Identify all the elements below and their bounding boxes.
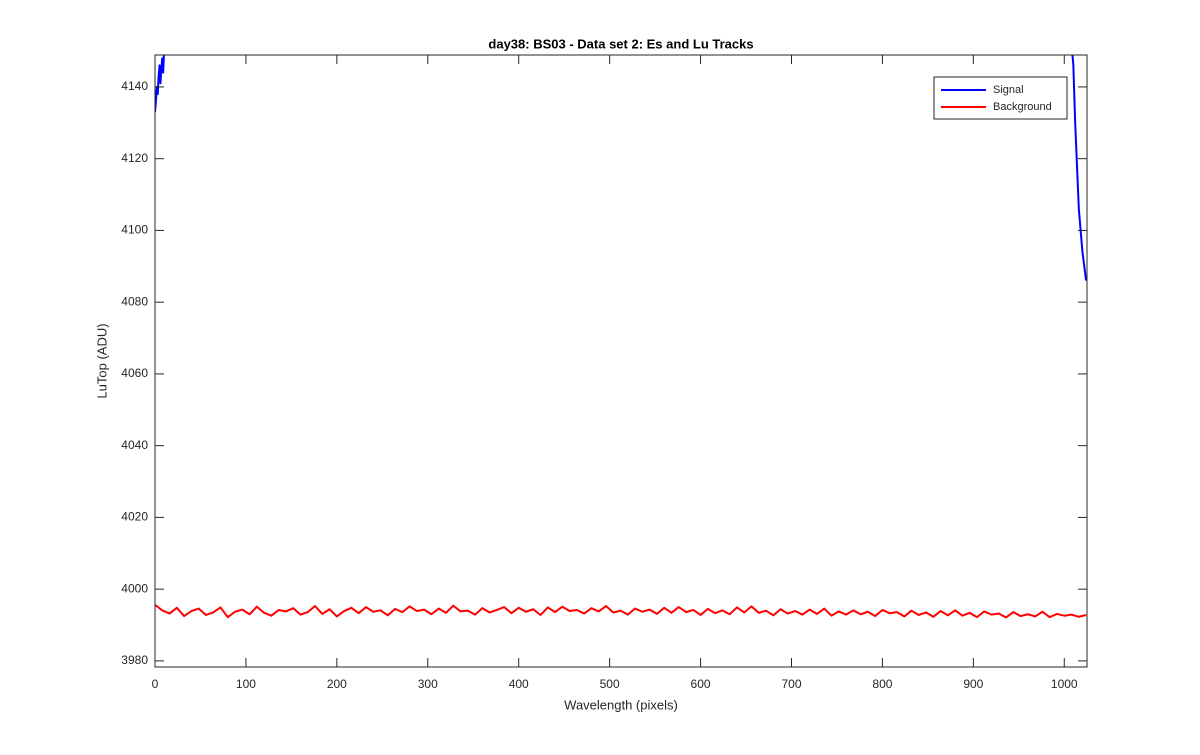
y-tick-label: 3980 bbox=[121, 653, 148, 667]
y-tick-label: 4100 bbox=[121, 223, 148, 237]
x-axis-label: Wavelength (pixels) bbox=[564, 697, 678, 712]
legend-box bbox=[933, 76, 1068, 120]
plot-area bbox=[155, 55, 1087, 667]
axes-box bbox=[154, 54, 1088, 668]
legend-label: Background bbox=[993, 101, 1052, 113]
x-tick-label: 1000 bbox=[1051, 677, 1078, 691]
x-tick-label: 600 bbox=[691, 677, 711, 691]
y-tick-label: 4080 bbox=[121, 294, 148, 308]
legend-label: Signal bbox=[993, 84, 1024, 96]
series-line bbox=[155, 55, 1087, 281]
y-tick-label: 4040 bbox=[121, 438, 148, 452]
series-line bbox=[155, 604, 1087, 619]
x-tick-label: 0 bbox=[152, 677, 159, 691]
lines bbox=[155, 55, 1087, 619]
x-tick-label: 400 bbox=[509, 677, 529, 691]
y-tick-label: 4020 bbox=[121, 510, 148, 524]
x-tick-label: 800 bbox=[872, 677, 892, 691]
y-tick-label: 4140 bbox=[121, 79, 148, 93]
y-tick-label: 4000 bbox=[121, 581, 148, 595]
x-tick-label: 300 bbox=[418, 677, 438, 691]
chart-title: day38: BS03 - Data set 2: Es and Lu Trac… bbox=[488, 36, 753, 51]
y-tick-label: 4120 bbox=[121, 151, 148, 165]
x-tick-label: 100 bbox=[236, 677, 256, 691]
x-tick-label: 900 bbox=[963, 677, 983, 691]
x-tick-label: 500 bbox=[600, 677, 620, 691]
x-tick-label: 700 bbox=[781, 677, 801, 691]
y-tick-label: 4060 bbox=[121, 366, 148, 380]
y-axis-label: LuTop (ADU) bbox=[94, 323, 109, 398]
x-tick-label: 200 bbox=[327, 677, 347, 691]
